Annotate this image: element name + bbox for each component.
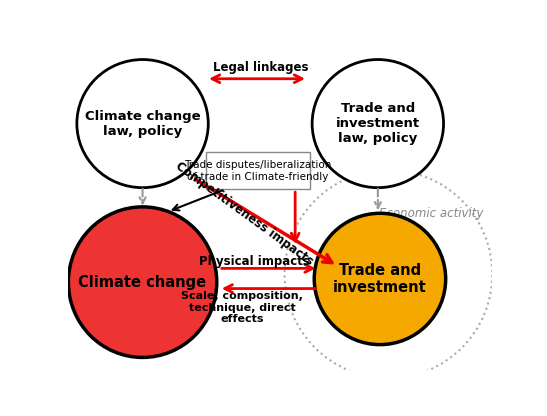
Text: Trade disputes/liberalization
of trade in Climate-friendly: Trade disputes/liberalization of trade i… [184, 160, 332, 182]
Text: Economic activity: Economic activity [379, 207, 483, 220]
Text: Scale, composition,
technique, direct
effects: Scale, composition, technique, direct ef… [181, 291, 303, 324]
Text: Competitiveness impacts: Competitiveness impacts [173, 160, 316, 268]
Text: Trade and
investment: Trade and investment [333, 263, 427, 295]
Ellipse shape [68, 207, 217, 357]
Text: Physical impacts: Physical impacts [200, 255, 310, 268]
Ellipse shape [312, 59, 444, 188]
Text: Trade and
investment
law, policy: Trade and investment law, policy [336, 102, 420, 145]
Text: Climate change: Climate change [79, 275, 207, 290]
Text: Legal linkages: Legal linkages [213, 61, 308, 74]
FancyBboxPatch shape [206, 152, 310, 189]
Ellipse shape [314, 213, 446, 344]
Ellipse shape [77, 59, 208, 188]
Text: Climate change
law, policy: Climate change law, policy [85, 109, 200, 138]
